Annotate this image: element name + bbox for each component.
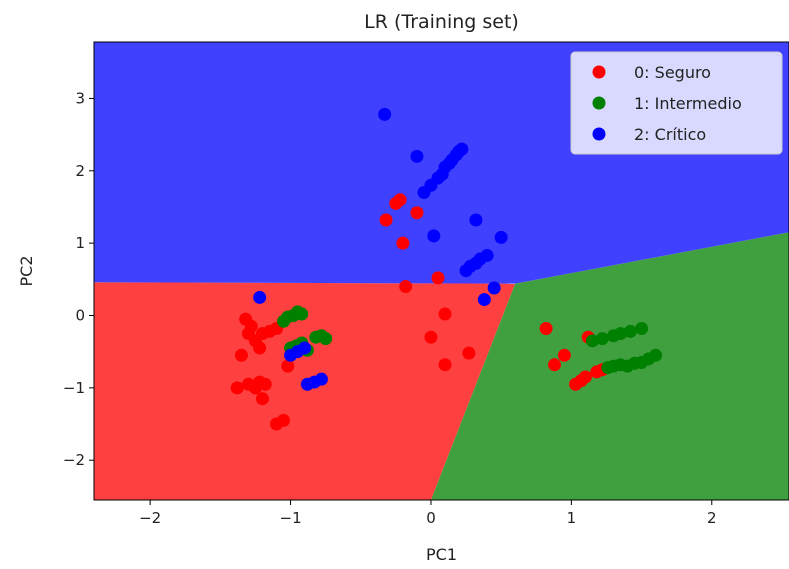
- point-series-1: [623, 324, 637, 338]
- point-series-0: [438, 307, 452, 321]
- point-series-0: [578, 370, 592, 384]
- point-series-0: [258, 377, 272, 391]
- point-series-0: [539, 322, 553, 336]
- y-tick-label: 0: [75, 306, 85, 324]
- point-series-2: [455, 142, 469, 156]
- point-series-0: [255, 392, 269, 406]
- point-series-0: [431, 271, 445, 285]
- point-series-0: [557, 348, 571, 362]
- x-tick-label: −2: [139, 509, 161, 527]
- point-series-1: [614, 327, 628, 341]
- point-series-0: [393, 193, 407, 207]
- y-tick-label: −1: [63, 379, 85, 397]
- y-tick-label: 1: [75, 234, 85, 252]
- point-series-0: [281, 359, 295, 373]
- point-series-2: [480, 248, 494, 262]
- point-series-2: [314, 372, 328, 386]
- point-series-2: [427, 229, 441, 243]
- legend-marker: [592, 127, 606, 141]
- point-series-0: [424, 330, 438, 344]
- plot-frame: [93, 41, 789, 501]
- legend-marker: [592, 96, 606, 110]
- point-series-2: [378, 107, 392, 121]
- point-series-1: [319, 332, 333, 346]
- point-series-0: [396, 236, 410, 250]
- x-axis: −2 −1 0 1 2: [139, 500, 717, 527]
- x-tick-label: −1: [280, 509, 302, 527]
- point-series-1: [585, 334, 599, 348]
- point-series-0: [244, 319, 258, 333]
- point-series-1: [295, 307, 309, 321]
- point-series-0: [230, 381, 244, 395]
- point-series-1: [595, 332, 609, 346]
- point-series-0: [234, 348, 248, 362]
- x-axis-title: PC1: [426, 545, 457, 564]
- point-series-0: [462, 346, 476, 360]
- point-series-0: [410, 206, 424, 220]
- y-tick-label: 2: [75, 162, 85, 180]
- y-axis-title: PC2: [17, 256, 36, 287]
- x-tick-label: 2: [707, 509, 717, 527]
- point-series-0: [277, 413, 291, 427]
- chart-title: LR (Training set): [364, 11, 519, 33]
- legend: 0: Seguro 1: Intermedio 2: Crítico: [570, 51, 783, 155]
- point-series-0: [438, 358, 452, 372]
- point-series-0: [253, 341, 267, 355]
- point-series-2: [253, 290, 267, 304]
- point-series-1: [635, 322, 649, 336]
- x-tick-label: 0: [426, 509, 436, 527]
- legend-marker: [592, 65, 606, 79]
- legend-label: 0: Seguro: [634, 63, 711, 82]
- point-series-2: [494, 230, 508, 244]
- legend-label: 1: Intermedio: [634, 94, 742, 113]
- y-tick-label: −2: [63, 451, 85, 469]
- x-tick-label: 1: [567, 509, 577, 527]
- point-series-0: [548, 358, 562, 372]
- scatter-points: [230, 107, 663, 431]
- point-series-2: [469, 213, 483, 227]
- y-tick-label: 3: [75, 89, 85, 107]
- point-series-0: [399, 280, 413, 294]
- point-series-2: [487, 281, 501, 295]
- y-axis: −2 −1 0 1 2 3: [63, 89, 94, 469]
- point-series-2: [410, 149, 424, 163]
- point-series-2: [477, 293, 491, 307]
- point-series-0: [379, 213, 393, 227]
- legend-label: 2: Crítico: [634, 125, 706, 144]
- decision-region-0: [94, 282, 516, 500]
- point-series-2: [298, 341, 312, 355]
- point-series-1: [649, 348, 663, 362]
- legend-box: [570, 51, 783, 155]
